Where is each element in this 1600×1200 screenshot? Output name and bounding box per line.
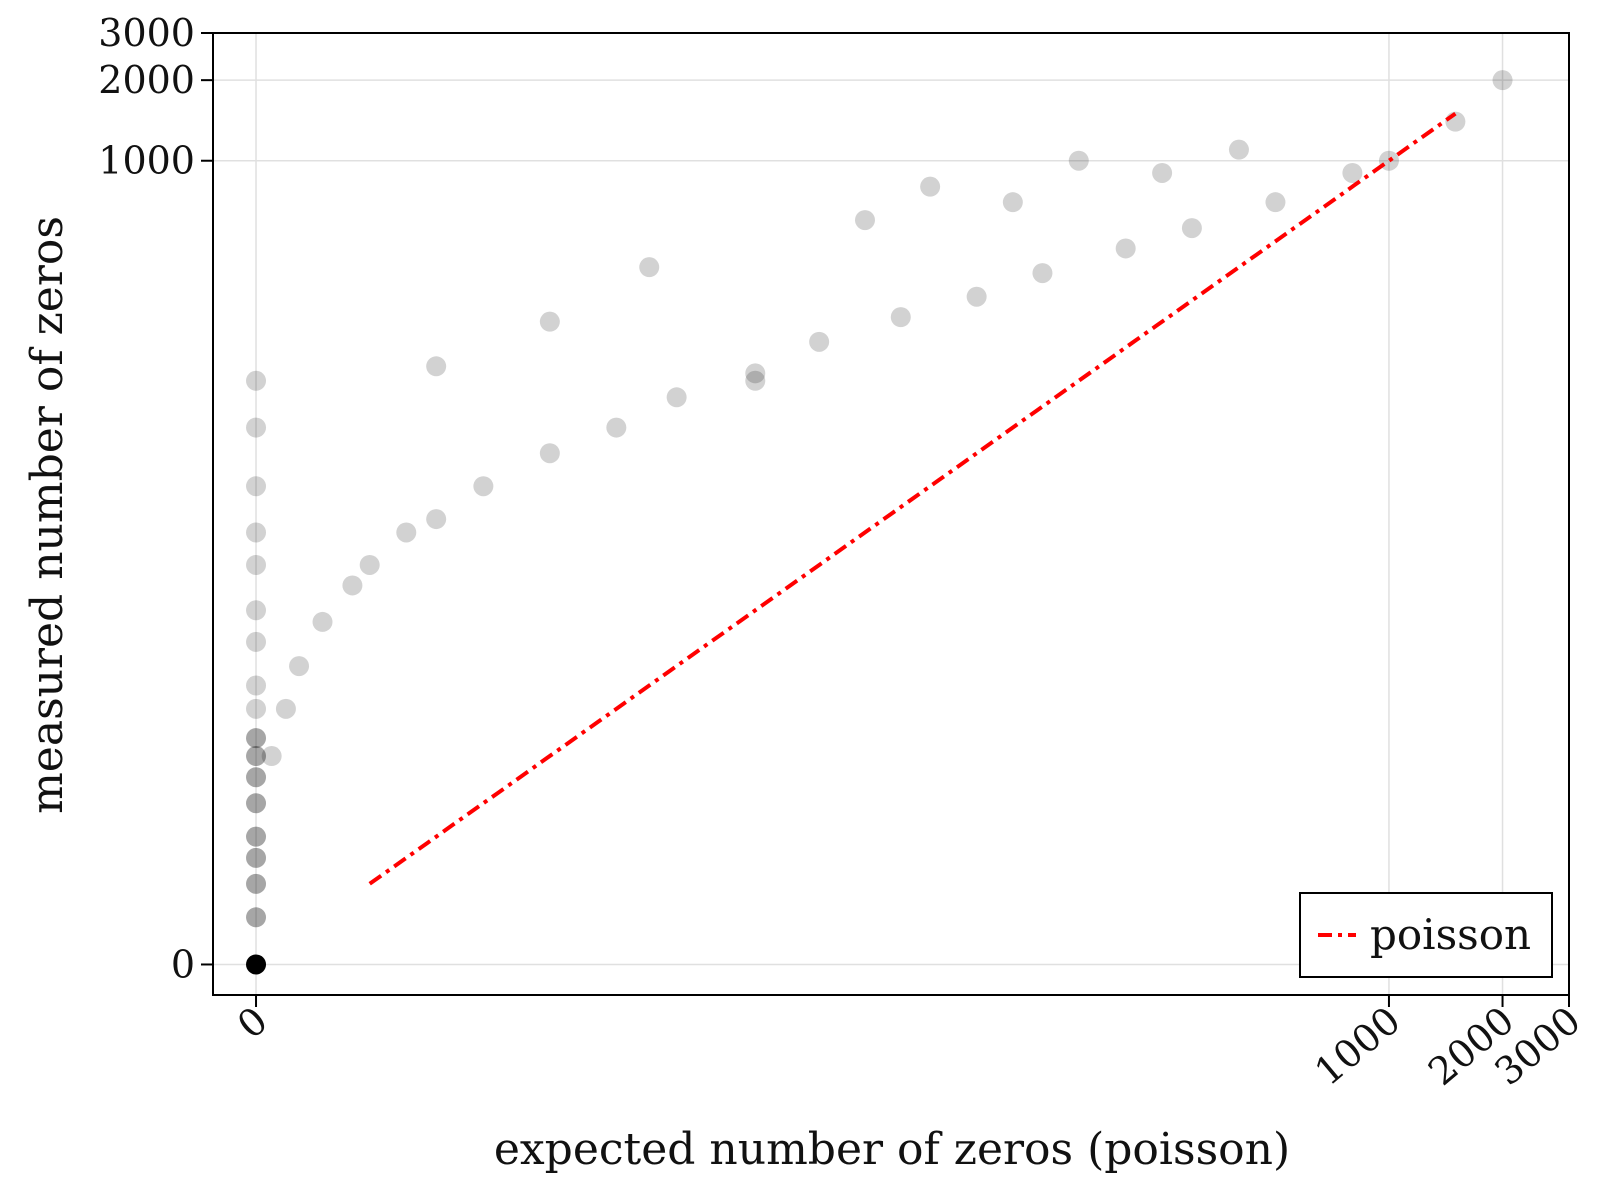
scatter-point	[966, 286, 987, 307]
scatter-point	[275, 698, 296, 719]
scatter-point	[745, 370, 766, 391]
scatter-point	[246, 954, 267, 975]
scatter-point	[246, 370, 267, 391]
scatter-point	[426, 356, 447, 377]
scatter-point	[745, 363, 766, 384]
y-tick-label: 3000	[98, 11, 195, 55]
scatter-point	[1265, 192, 1286, 213]
scatter-points	[246, 70, 1513, 975]
scatter-point	[246, 728, 267, 749]
scatter-point	[246, 522, 267, 543]
scatter-point	[539, 443, 560, 464]
scatter-point	[639, 257, 660, 278]
scatter-point	[606, 417, 627, 438]
scatter-point	[1492, 70, 1513, 91]
scatter-point	[246, 417, 267, 438]
scatter-point	[246, 631, 267, 652]
scatter-point	[312, 611, 333, 632]
y-tick-label: 0	[171, 942, 195, 986]
scatter-point	[1032, 263, 1053, 284]
scatter-point	[1115, 238, 1136, 259]
scatter-point	[890, 307, 911, 328]
scatter-point	[1181, 218, 1202, 239]
legend: poisson	[1299, 892, 1553, 978]
scatter-point	[261, 746, 282, 767]
scatter-point	[246, 476, 267, 497]
poisson-line	[368, 111, 1457, 886]
plot-frame	[212, 32, 1570, 996]
scatter-point	[1002, 192, 1023, 213]
scatter-point	[666, 387, 687, 408]
scatter-point	[359, 554, 380, 575]
scatter-point	[1152, 162, 1173, 183]
scatter-point	[396, 522, 417, 543]
scatter-point	[342, 575, 363, 596]
scatter-point	[246, 767, 267, 788]
scatter-point	[246, 698, 267, 719]
scatter-point	[289, 656, 310, 677]
poisson-line-path	[368, 111, 1457, 886]
scatter-point	[246, 600, 267, 621]
legend-label: poisson	[1370, 910, 1531, 959]
scatter-point	[246, 793, 267, 814]
scatter-point	[473, 476, 494, 497]
x-axis-title: expected number of zeros (poisson)	[494, 1124, 1290, 1175]
y-tick-label: 1000	[98, 139, 195, 183]
scatter-point	[1228, 139, 1249, 160]
scatter-point	[246, 847, 267, 868]
scatter-point	[246, 675, 267, 696]
scatter-point	[246, 907, 267, 928]
scatter-point	[246, 746, 267, 767]
scatter-point	[539, 311, 560, 332]
scatter-point	[809, 331, 830, 352]
scatter-point	[246, 826, 267, 847]
scatter-point	[246, 554, 267, 575]
scatter-point	[1342, 162, 1363, 183]
scatter-point	[854, 210, 875, 231]
scatter-point	[920, 176, 941, 197]
scatter-point	[426, 509, 447, 530]
y-axis-title: measured number of zeros	[22, 216, 73, 814]
y-tick-label: 2000	[98, 58, 195, 102]
scatter-point	[1068, 150, 1089, 171]
scatter-point	[246, 873, 267, 894]
